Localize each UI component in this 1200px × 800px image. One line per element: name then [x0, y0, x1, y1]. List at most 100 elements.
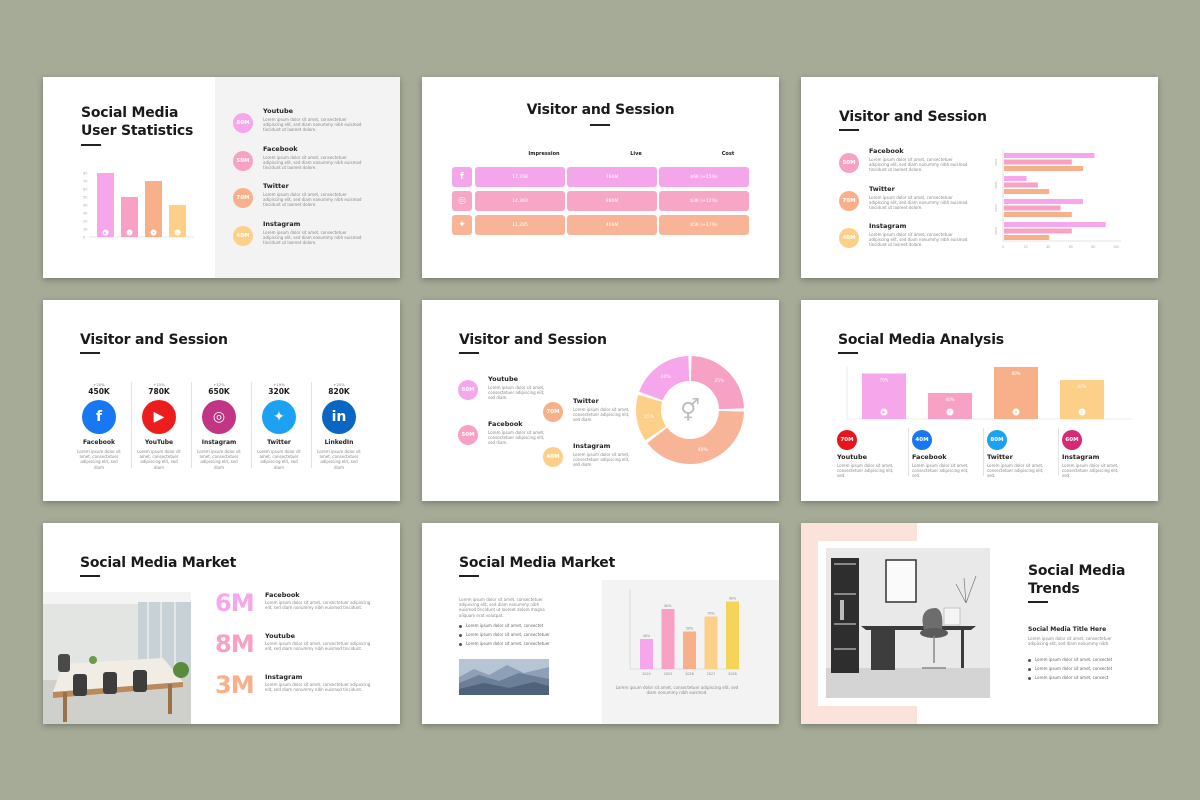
- platform-desc: Lorem ipsum dolor sit amet, consectetuer…: [257, 449, 301, 470]
- market-value: 8M: [215, 630, 255, 658]
- bar: [640, 639, 653, 669]
- slide-title: Social Media Market: [459, 555, 616, 571]
- analysis-bar-chart: 70% ▶ 40% f 80% ✦ 60% ◎: [846, 366, 1132, 420]
- y-tick-label: 80: [83, 172, 87, 176]
- bar-icon: [1012, 408, 1020, 416]
- table-cell: $3K (+12%): [659, 191, 749, 211]
- bar-label: 90%: [729, 597, 736, 601]
- stat-value-circle: 80M: [458, 380, 478, 400]
- stat-desc: Lorem ipsum dolor sit amet, consectetuer…: [837, 463, 894, 479]
- stat-value-circle: 50M: [233, 150, 253, 171]
- stat-list: 80M Youtube Lorem ipsum dolor sit amet, co…: [458, 375, 638, 475]
- y-tick-label: 20: [83, 220, 87, 224]
- stat-desc: Lorem ipsum dolor sit amet, consectetuer…: [987, 463, 1044, 479]
- market-bar-chart: 40% 2024 80% 2025 50% 2026 70% 2027 90% 2028: [629, 589, 740, 676]
- facebook-icon: f: [82, 400, 116, 434]
- bar-icon: [174, 229, 181, 236]
- title-underline: [1028, 601, 1048, 603]
- market-value: 3M: [215, 671, 255, 699]
- bullet-item: Lorem ipsum dolor sit amet, consectet: [1028, 657, 1112, 662]
- slide-social-media-user-statistics[interactable]: Social Media User Statistics 80 70 60 50 40 3…: [43, 77, 400, 278]
- column-divider: [131, 382, 132, 468]
- column-header: Cost: [721, 151, 735, 157]
- facebook-icon: f: [452, 167, 472, 187]
- growth-pct: +25%: [333, 382, 345, 387]
- slide-social-media-market-photo[interactable]: Social Media Market 6M Facebook Lorem ipsu…: [43, 523, 400, 724]
- youtube-icon: ▶: [142, 400, 176, 434]
- stat-value-circle: 40M: [543, 447, 563, 467]
- title-underline: [80, 352, 100, 354]
- stat-value-circle: 80M: [987, 430, 1007, 450]
- stat-name: Instagram: [263, 219, 301, 228]
- donut-label: 20%: [661, 374, 672, 380]
- donut-label: 40%: [698, 447, 709, 453]
- bar-icon: [150, 229, 157, 236]
- title-underline: [839, 129, 859, 131]
- stat-value-circle: 50M: [458, 425, 478, 445]
- bar-label: 70%: [880, 378, 889, 383]
- bullet-item: Lorem ipsum dolor sit amet, consectet: [459, 623, 543, 628]
- bar-icon-glyph: ✦: [1014, 410, 1018, 415]
- slide-visitor-session-hbar[interactable]: Visitor and Session 50M Facebook Lorem ips…: [801, 77, 1158, 278]
- x-tick-label: 2026: [685, 672, 693, 676]
- slide-title: Social Media Analysis: [838, 332, 1004, 348]
- market-name: Youtube: [265, 632, 295, 640]
- platform-value: 820K: [328, 387, 350, 396]
- bullet-item: Lorem ipsum dolor sit amet, consectet: [1028, 666, 1112, 671]
- stat-name: Facebook: [263, 144, 298, 153]
- table-cell: 17,768: [475, 167, 565, 187]
- stat-name: Twitter: [263, 182, 289, 190]
- y-tick-label: 70: [83, 180, 87, 184]
- donut-segment: [647, 410, 744, 464]
- slide-visitor-session-donut[interactable]: Visitor and Session 80M Youtube Lorem ipsu…: [422, 300, 779, 501]
- donut-segment: [690, 356, 744, 410]
- bar-icon-glyph: ▶: [882, 410, 886, 415]
- bar-label: 80%: [1012, 371, 1021, 376]
- x-tick-label: 80: [1091, 245, 1095, 249]
- platform-desc: Lorem ipsum dolor sit amet, consectetuer…: [137, 449, 181, 470]
- bar: [1004, 159, 1072, 165]
- table-cell: $6K (+15%): [659, 167, 749, 187]
- subtitle: Social Media Title Here: [1028, 626, 1107, 633]
- platform-name: Facebook: [83, 439, 115, 446]
- market-desc: Lorem ipsum dolor sit amet, consectetuer…: [265, 682, 371, 693]
- y-tick-label: 2022: [994, 181, 998, 189]
- stat-desc: Lorem ipsum dolor sit amet, consectetuer…: [869, 157, 968, 173]
- column-divider: [311, 382, 312, 468]
- slide-visitor-session-table[interactable]: Visitor and Session Impression Live Cost f 1…: [422, 77, 779, 278]
- slide-title: Visitor and Session: [80, 332, 228, 348]
- platform-columns: +20% 450K f Facebook Lorem ipsum dolor sit a…: [73, 382, 373, 472]
- title-underline: [459, 352, 479, 354]
- stat-desc: Lorem ipsum dolor sit amet, consectetuer…: [263, 117, 362, 133]
- slide-social-media-analysis[interactable]: Social Media Analysis 70% ▶ 40% f 80% ✦ 60% ◎ 7…: [801, 300, 1158, 501]
- title-underline: [459, 575, 479, 577]
- x-tick-label: 60: [1069, 245, 1073, 249]
- title-underline: [81, 144, 101, 146]
- title-underline: [80, 575, 100, 577]
- stat-name: Youtube: [837, 453, 867, 461]
- slide-social-media-trends[interactable]: Social Media Trends Social Media Title H…: [801, 523, 1158, 724]
- bar-icon-glyph: ◎: [1080, 410, 1084, 415]
- bar: [1004, 228, 1072, 234]
- x-tick-label: 2024: [642, 672, 650, 676]
- market-name: Facebook: [265, 591, 300, 599]
- table-cell: 11,285: [475, 215, 565, 235]
- table-cell: 760M: [567, 167, 657, 187]
- table-cell: $5K (+17%): [659, 215, 749, 235]
- trends-paragraph: Lorem ipsum dolor sit amet, consectetuer…: [1028, 636, 1112, 647]
- slide-social-media-market-chart[interactable]: Social Media Market Lorem ipsum dolor si…: [422, 523, 779, 724]
- slide-visitor-session-platforms[interactable]: Visitor and Session +20% 450K f Facebook Lor…: [43, 300, 400, 501]
- market-desc: Lorem ipsum dolor sit amet, consectetuer…: [265, 600, 371, 611]
- y-tick-label: 30: [83, 212, 87, 216]
- growth-pct: +20%: [93, 382, 105, 387]
- column-divider: [1058, 428, 1059, 476]
- stat-name: Twitter: [573, 397, 599, 405]
- y-tick-label: 2023: [994, 204, 998, 212]
- slide-title: Visitor and Session: [459, 332, 607, 348]
- bar: [1004, 235, 1050, 240]
- stat-name: Facebook: [912, 453, 947, 461]
- bar: [97, 173, 114, 237]
- platform-value: 650K: [208, 387, 230, 396]
- x-tick-label: 0: [1002, 245, 1004, 249]
- y-tick-label: 60: [83, 188, 87, 192]
